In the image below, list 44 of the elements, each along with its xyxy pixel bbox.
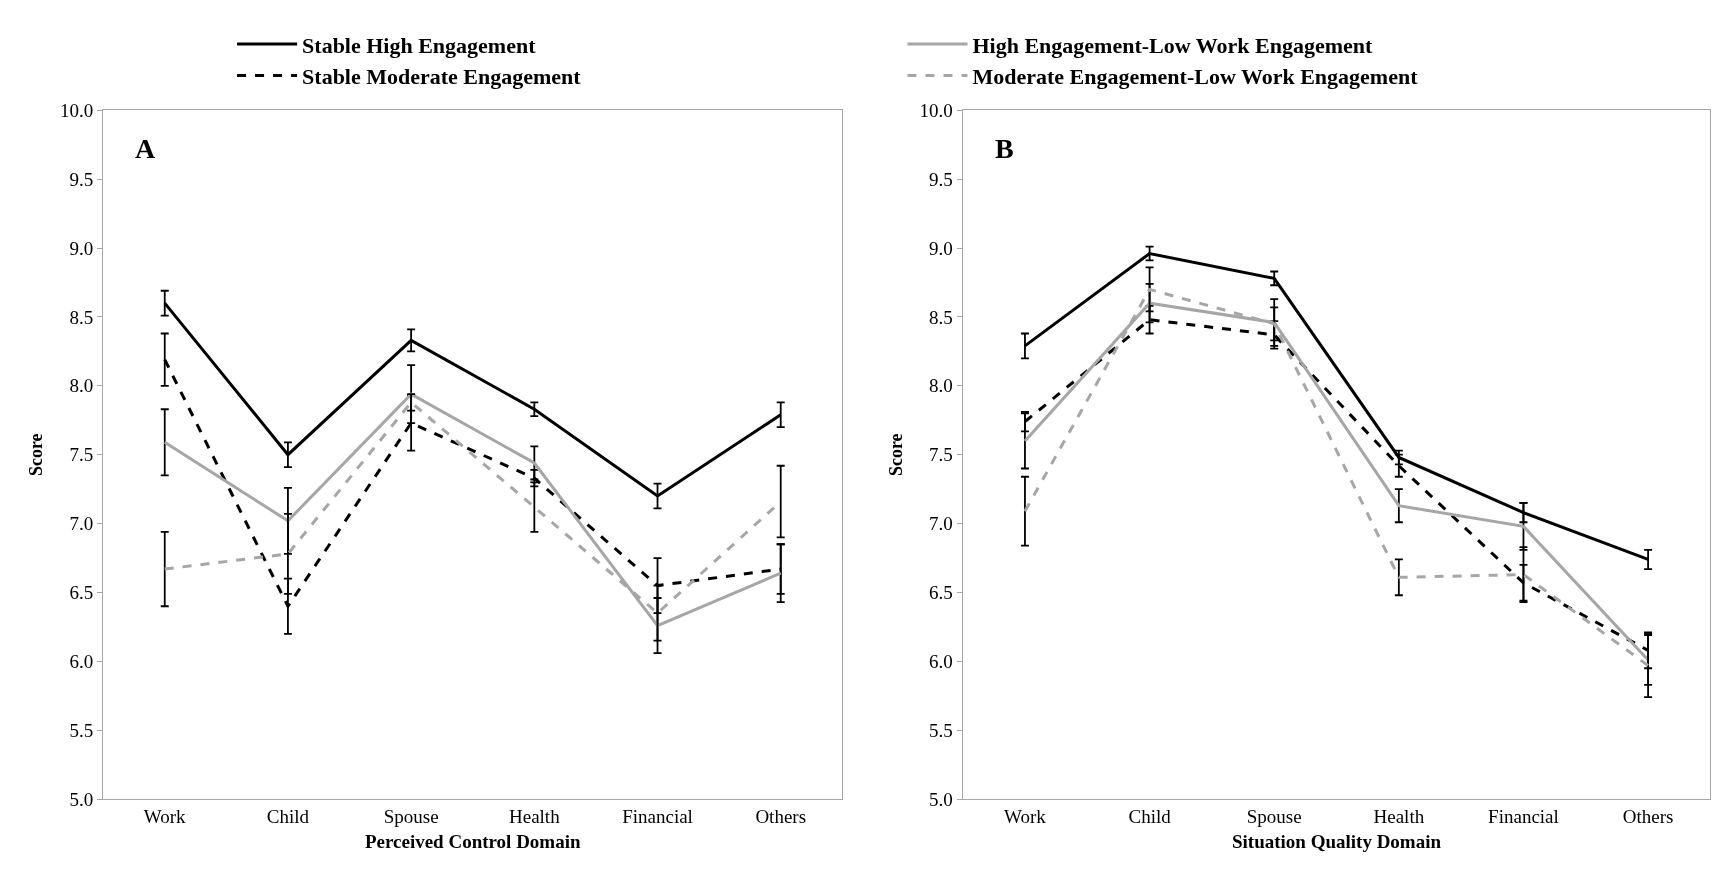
x-tick-label: Others <box>755 805 807 827</box>
x-axis-title: Situation Quality Domain <box>1232 830 1442 852</box>
x-tick-label: Financial <box>1488 805 1559 827</box>
annotation: B <box>995 133 1014 164</box>
x-tick-label: Work <box>1004 805 1047 827</box>
y-tick-label: 8.0 <box>929 375 953 397</box>
y-tick-label: 9.0 <box>69 237 94 259</box>
y-axis-title: Score <box>26 433 47 477</box>
y-tick-label: 10.0 <box>919 99 953 121</box>
y-axis-title: Score <box>885 433 906 477</box>
legend-label: Stable Moderate Engagement <box>302 64 582 90</box>
y-tick-label: 5.5 <box>69 719 94 741</box>
y-tick-label: 9.5 <box>69 168 94 190</box>
x-tick-label: Others <box>1622 805 1674 827</box>
y-tick-label: 9.0 <box>929 237 953 259</box>
y-tick-label: 6.0 <box>929 651 953 673</box>
x-tick-label: Spouse <box>383 805 439 827</box>
legend-label: Stable High Engagement <box>302 32 537 58</box>
y-tick-label: 5.0 <box>929 788 953 810</box>
y-tick-label: 8.5 <box>69 306 94 328</box>
y-tick-label: 10.0 <box>60 99 94 121</box>
y-tick-label: 5.5 <box>929 719 953 741</box>
x-tick-label: Work <box>143 805 187 827</box>
y-tick-label: 6.0 <box>69 651 94 673</box>
x-tick-label: Financial <box>622 805 693 827</box>
y-tick-label: 7.5 <box>929 444 953 466</box>
y-tick-label: 7.5 <box>69 444 94 466</box>
x-tick-label: Spouse <box>1246 805 1302 827</box>
y-tick-label: 6.5 <box>929 582 953 604</box>
legend-label: High Engagement-Low Work Engagement <box>972 32 1374 58</box>
annotation: A <box>135 133 156 164</box>
y-tick-label: 9.5 <box>929 168 953 190</box>
y-tick-label: 7.0 <box>69 513 94 535</box>
x-tick-label: Child <box>1128 805 1172 827</box>
x-tick-label: Child <box>266 805 310 827</box>
y-tick-label: 5.0 <box>69 788 94 810</box>
x-axis-title: Perceived Control Domain <box>364 830 581 852</box>
x-tick-label: Health <box>508 805 561 827</box>
y-tick-label: 7.0 <box>929 513 953 535</box>
y-tick-label: 6.5 <box>69 582 94 604</box>
y-tick-label: 8.0 <box>69 375 94 397</box>
y-tick-label: 8.5 <box>929 306 953 328</box>
x-tick-label: Health <box>1373 805 1425 827</box>
legend-label: Moderate Engagement-Low Work Engagement <box>972 64 1419 90</box>
